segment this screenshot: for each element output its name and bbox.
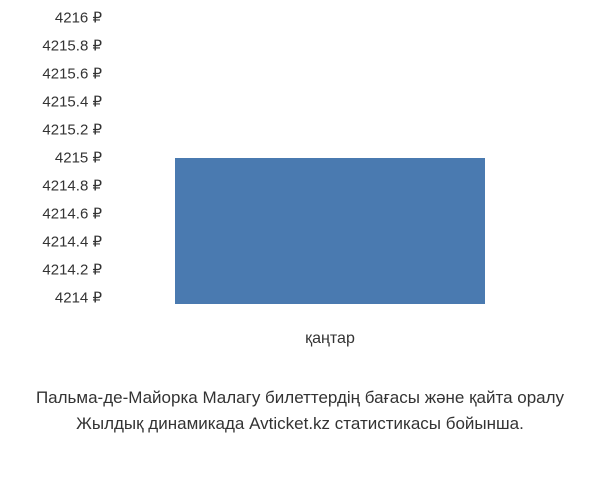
bar-january bbox=[175, 158, 485, 304]
y-tick: 4215.2 ₽ bbox=[2, 123, 102, 138]
x-axis-label: қаңтар bbox=[305, 330, 355, 348]
y-tick: 4214.2 ₽ bbox=[2, 263, 102, 278]
caption-line-1: Пальма-де-Майорка Малагу билеттердің бағ… bbox=[0, 388, 600, 408]
plot-area bbox=[115, 24, 565, 314]
y-tick: 4214.8 ₽ bbox=[2, 179, 102, 194]
y-tick: 4214 ₽ bbox=[2, 291, 102, 306]
y-tick: 4214.6 ₽ bbox=[2, 207, 102, 222]
chart-container: 4216 ₽ 4215.8 ₽ 4215.6 ₽ 4215.4 ₽ 4215.2… bbox=[0, 0, 600, 500]
y-tick: 4215.8 ₽ bbox=[2, 39, 102, 54]
caption-line-2: Жылдық динамикада Avticket.kz статистика… bbox=[0, 414, 600, 434]
y-tick: 4215.6 ₽ bbox=[2, 67, 102, 82]
y-tick: 4214.4 ₽ bbox=[2, 235, 102, 250]
y-tick: 4216 ₽ bbox=[2, 11, 102, 26]
y-tick: 4215 ₽ bbox=[2, 151, 102, 166]
y-tick: 4215.4 ₽ bbox=[2, 95, 102, 110]
